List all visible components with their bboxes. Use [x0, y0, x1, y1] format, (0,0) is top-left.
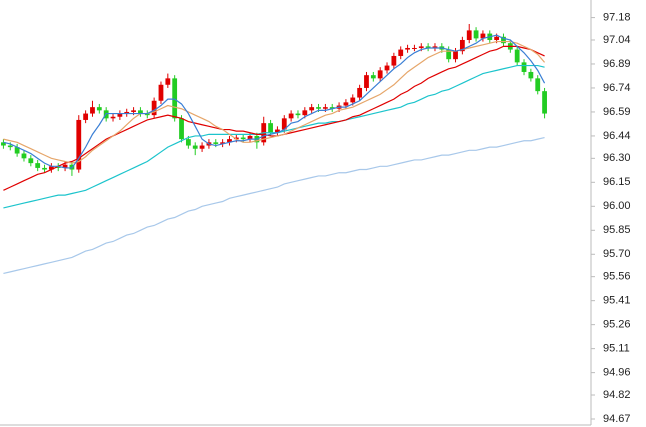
y-tick-label: 94.67: [603, 413, 631, 425]
ma-line: [3, 45, 545, 191]
y-tick-label: 97.18: [603, 11, 631, 23]
candle-body: [7, 145, 13, 148]
candle-body: [418, 46, 424, 48]
candle-body: [295, 113, 301, 116]
candle-body: [233, 137, 239, 140]
candle-body: [473, 30, 479, 39]
candle-body: [83, 113, 89, 120]
candle-body: [172, 78, 178, 119]
y-tick-label: 96.74: [603, 82, 631, 94]
y-tick-label: 95.56: [603, 271, 631, 283]
candle-body: [528, 71, 534, 79]
candle-body: [185, 139, 191, 146]
candle-body: [466, 30, 472, 40]
candle-body: [494, 36, 500, 40]
candle-body: [398, 49, 404, 56]
candle-body: [384, 65, 390, 71]
candle-body: [350, 97, 356, 103]
candle-body: [275, 129, 280, 133]
y-tick-label: 96.59: [603, 106, 631, 118]
candle-body: [227, 139, 232, 143]
y-tick-label: 96.15: [603, 176, 631, 188]
candle-body: [391, 55, 397, 66]
candle-body: [364, 75, 369, 88]
ma-line: [3, 40, 546, 164]
candle-body: [240, 137, 246, 140]
y-tick-label: 95.41: [603, 295, 631, 307]
candle-body: [329, 107, 335, 109]
candle-body: [542, 91, 547, 114]
candle-body: [96, 107, 102, 111]
candle-body: [446, 49, 452, 60]
candle-body: [302, 110, 308, 116]
candle-body: [322, 107, 328, 109]
candle-body: [412, 47, 417, 49]
candle-body: [35, 163, 41, 168]
candle-body: [144, 113, 150, 116]
y-tick-label: 95.85: [603, 224, 631, 236]
candle-body: [192, 145, 198, 149]
candle-body: [14, 147, 20, 154]
candle-body: [432, 46, 438, 48]
candle-body: [521, 62, 527, 72]
y-tick-label: 95.11: [603, 343, 630, 355]
candle-body: [459, 39, 465, 52]
candle-body: [220, 142, 226, 144]
y-tick-label: 96.30: [603, 152, 631, 164]
candle-body: [316, 107, 321, 109]
ma-line: [3, 136, 545, 275]
candle-body: [158, 84, 164, 101]
candle-body: [151, 100, 157, 116]
candle-body: [62, 164, 68, 168]
candle-body: [131, 110, 136, 112]
candle-body: [514, 49, 520, 63]
candle-body: [1, 142, 6, 146]
candle-body: [165, 78, 171, 85]
y-tick-label: 97.04: [603, 34, 631, 46]
candle-body: [55, 166, 61, 168]
y-tick-label: 96.89: [603, 58, 631, 70]
candle-body: [138, 110, 143, 114]
y-tick-label: 94.96: [603, 367, 631, 379]
candle-body: [453, 51, 458, 60]
candle-body: [247, 135, 253, 140]
ma-line: [3, 34, 546, 169]
candle-body: [268, 123, 273, 133]
ma-line: [3, 64, 545, 209]
candle-body: [124, 111, 130, 114]
candle-body: [28, 158, 34, 164]
candle-body: [110, 116, 116, 119]
candle-body: [357, 87, 363, 98]
y-tick-label: 96.00: [603, 200, 631, 212]
candle-body: [213, 142, 219, 144]
candle-body: [370, 75, 376, 79]
candle-body: [425, 46, 431, 48]
candle-body: [405, 47, 410, 50]
candle-body: [281, 118, 287, 130]
candle-body: [288, 113, 294, 119]
y-tick-label: 96.44: [603, 130, 631, 142]
y-tick-label: 95.26: [603, 319, 631, 331]
candle-body: [90, 107, 95, 114]
y-tick-label: 95.70: [603, 248, 631, 260]
candle-body: [309, 107, 315, 111]
candle-body: [343, 102, 349, 106]
candle-body: [48, 166, 54, 170]
candle-body: [42, 167, 47, 170]
candle-body: [501, 36, 506, 44]
candle-body: [535, 78, 541, 92]
candle-body: [21, 153, 27, 159]
y-tick-label: 94.82: [603, 389, 631, 401]
candle-body: [377, 70, 383, 79]
candle-body: [117, 113, 123, 117]
candle-body: [76, 119, 82, 170]
candle-body: [179, 118, 184, 140]
candle-body: [199, 145, 205, 149]
candle-body: [480, 33, 486, 39]
